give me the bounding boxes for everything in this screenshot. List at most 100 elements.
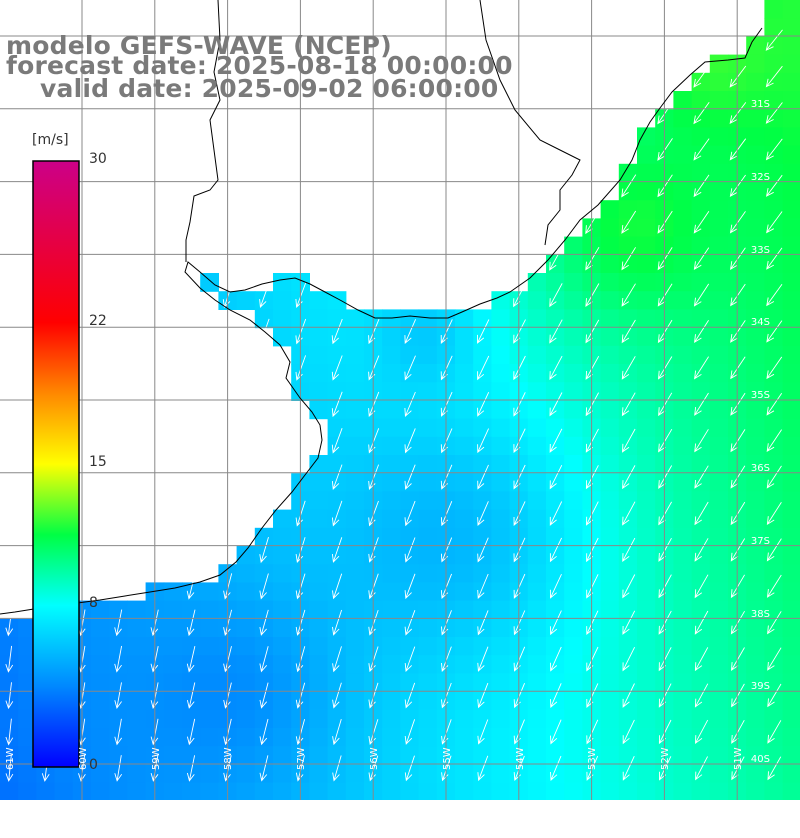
wind-cell bbox=[455, 691, 474, 711]
wind-cell bbox=[618, 746, 638, 765]
wind-cell bbox=[382, 327, 401, 347]
wind-cell bbox=[600, 764, 620, 784]
wind-cell bbox=[637, 455, 656, 474]
wind-arrow bbox=[150, 646, 159, 673]
wind-cell bbox=[473, 655, 492, 674]
wind-cell bbox=[637, 236, 656, 256]
wind-cell bbox=[455, 546, 474, 565]
wind-cell bbox=[546, 364, 565, 383]
wind-cell bbox=[673, 564, 693, 583]
wind-cell bbox=[236, 709, 256, 729]
wind-cell bbox=[564, 491, 583, 511]
wind-cell bbox=[673, 764, 693, 784]
wind-cell bbox=[182, 709, 201, 729]
wind-arrow bbox=[549, 428, 563, 453]
wind-cell bbox=[709, 691, 729, 711]
wind-cell bbox=[382, 527, 401, 547]
wind-arrow bbox=[729, 174, 746, 198]
wind-cell bbox=[600, 200, 620, 219]
wind-cell bbox=[309, 546, 329, 565]
wind-cell bbox=[764, 382, 784, 401]
wind-arrow bbox=[404, 755, 415, 782]
wind-cell bbox=[709, 655, 729, 674]
wind-arrow bbox=[622, 574, 636, 599]
wind-cell bbox=[618, 527, 638, 547]
wind-cell bbox=[637, 127, 656, 147]
wind-cell bbox=[491, 309, 511, 329]
wind-cell bbox=[91, 618, 110, 638]
wind-arrow bbox=[693, 283, 710, 307]
wind-cell bbox=[273, 527, 292, 547]
wind-cell bbox=[764, 163, 784, 183]
wind-cell bbox=[546, 673, 565, 693]
wind-cell bbox=[782, 18, 800, 37]
wind-cell bbox=[746, 291, 765, 310]
wind-cell bbox=[637, 491, 656, 511]
longitude-label: 60W bbox=[77, 747, 89, 770]
wind-cell bbox=[91, 655, 110, 674]
wind-cell bbox=[473, 691, 492, 711]
wind-arrow bbox=[621, 210, 637, 234]
wind-cell bbox=[709, 200, 729, 219]
wind-arrow bbox=[766, 283, 783, 307]
wind-cell bbox=[564, 273, 583, 292]
wind-arrow bbox=[404, 682, 416, 709]
wind-cell bbox=[418, 673, 438, 693]
wind-cell bbox=[109, 673, 128, 693]
wind-cell bbox=[527, 436, 547, 456]
wind-cell bbox=[709, 345, 729, 365]
wind-cell bbox=[691, 200, 711, 219]
wind-cell bbox=[182, 655, 201, 674]
wind-cell bbox=[618, 254, 638, 274]
wind-cell bbox=[600, 600, 620, 620]
wind-cell bbox=[127, 782, 147, 802]
wind-cell bbox=[691, 527, 711, 547]
wind-cell bbox=[746, 691, 765, 711]
wind-cell bbox=[382, 764, 401, 784]
wind-cell bbox=[345, 436, 365, 456]
wind-cell bbox=[163, 782, 183, 802]
wind-cell bbox=[673, 236, 693, 256]
wind-cell bbox=[327, 618, 347, 638]
wind-cell bbox=[618, 473, 638, 492]
wind-arrow bbox=[622, 683, 635, 708]
wind-cell bbox=[345, 509, 365, 529]
wind-cell bbox=[673, 309, 693, 329]
wind-cell bbox=[527, 618, 547, 638]
wind-arrow bbox=[223, 682, 232, 709]
wind-cell bbox=[345, 473, 365, 492]
wind-arrow bbox=[259, 755, 269, 782]
wind-cell bbox=[691, 600, 711, 620]
wind-cell bbox=[673, 109, 693, 128]
wind-arrow bbox=[404, 428, 416, 454]
wind-arrow bbox=[586, 610, 599, 636]
wind-cell bbox=[709, 327, 729, 347]
wind-cell bbox=[418, 436, 438, 456]
wind-cell bbox=[546, 327, 565, 347]
wind-arrow bbox=[513, 355, 526, 381]
wind-cell bbox=[782, 254, 800, 274]
wind-cell bbox=[309, 582, 329, 602]
wind-cell bbox=[618, 618, 638, 638]
wind-cell bbox=[182, 782, 201, 802]
wind-cell bbox=[637, 400, 656, 420]
wind-cell bbox=[182, 637, 201, 656]
wind-cell bbox=[618, 709, 638, 729]
wind-cell bbox=[455, 527, 474, 547]
wind-arrow bbox=[331, 500, 343, 527]
wind-cell bbox=[163, 764, 183, 784]
wind-cell bbox=[345, 364, 365, 383]
wind-cell bbox=[564, 418, 583, 438]
wind-cell bbox=[691, 400, 711, 420]
longitude-label: 52W bbox=[660, 747, 672, 770]
wind-cell bbox=[782, 655, 800, 674]
wind-cell bbox=[709, 91, 729, 110]
wind-cell bbox=[764, 327, 784, 347]
wind-cell bbox=[764, 345, 784, 365]
wind-cell bbox=[600, 618, 620, 638]
wind-arrow bbox=[549, 246, 563, 271]
wind-cell bbox=[782, 546, 800, 565]
wind-cell bbox=[546, 291, 565, 310]
wind-cell bbox=[764, 473, 784, 492]
wind-cell bbox=[709, 673, 729, 693]
